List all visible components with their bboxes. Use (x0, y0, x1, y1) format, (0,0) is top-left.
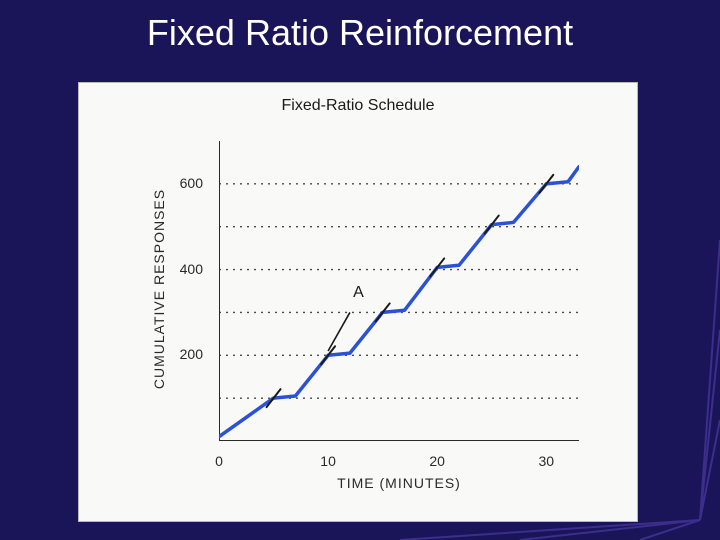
tick-label: 20 (429, 453, 445, 469)
y-axis-label: CUMULATIVE RESPONSES (151, 139, 167, 439)
chart-plot-area (219, 141, 579, 441)
slide-root: Fixed Ratio Reinforcement Fixed-Ratio Sc… (0, 0, 720, 540)
annotation-label: A (353, 284, 364, 302)
chart-title: Fixed-Ratio Schedule (79, 97, 637, 115)
tick-label: 0 (215, 453, 223, 469)
tick-label: 30 (538, 453, 554, 469)
tick-label: 10 (320, 453, 336, 469)
tick-label: 200 (180, 346, 203, 362)
chart-panel: Fixed-Ratio Schedule CUMULATIVE RESPONSE… (78, 82, 638, 522)
slide-title: Fixed Ratio Reinforcement (0, 12, 720, 54)
x-axis-label: TIME (MINUTES) (219, 475, 579, 491)
tick-label: 600 (180, 175, 203, 191)
tick-label: 400 (180, 261, 203, 277)
